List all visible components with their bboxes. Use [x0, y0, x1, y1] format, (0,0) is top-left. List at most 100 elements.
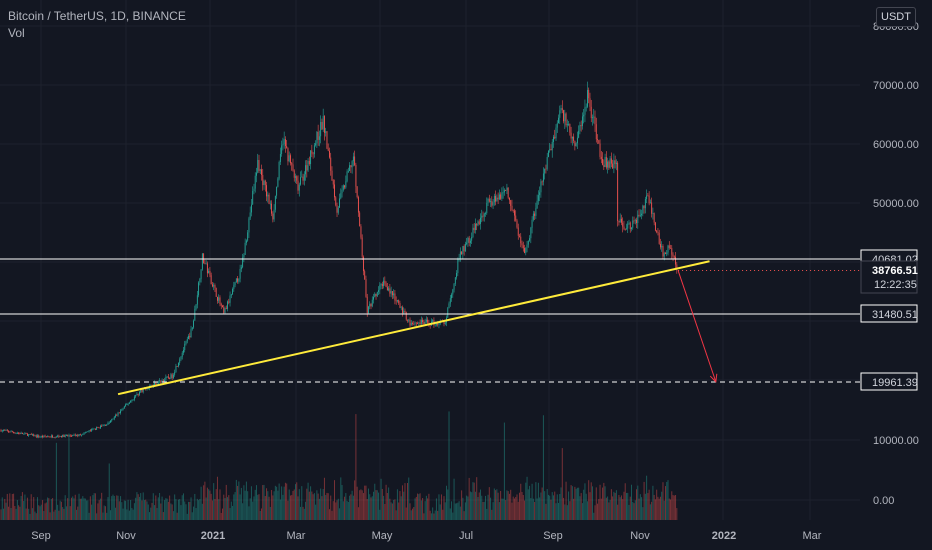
volume-bar	[488, 487, 490, 520]
candle-body	[196, 295, 198, 305]
volume-bar	[391, 503, 393, 520]
volume-bar	[20, 495, 22, 520]
volume-bar	[671, 491, 673, 520]
candle-body	[643, 205, 645, 209]
volume-bar	[442, 509, 444, 520]
volume-bar	[550, 499, 552, 520]
candle-body	[535, 208, 537, 216]
candle-body	[118, 412, 120, 414]
candle-body	[420, 319, 422, 325]
candle-body	[72, 435, 74, 437]
candle-body	[113, 416, 115, 419]
candle-body	[268, 194, 270, 204]
volume-bar	[307, 482, 309, 520]
candle-body	[115, 415, 116, 417]
candle-body	[583, 114, 585, 117]
volume-bar	[293, 489, 295, 520]
candle-body	[646, 195, 648, 200]
volume-bar	[468, 477, 470, 520]
volume-bar	[4, 498, 6, 520]
candle-body	[373, 296, 374, 300]
candle-body	[35, 435, 37, 437]
volume-bar	[381, 488, 383, 520]
volume-bar	[364, 485, 366, 520]
candle-body	[198, 282, 200, 296]
volume-bar	[607, 496, 609, 520]
candle-body	[547, 150, 549, 158]
volume-bar	[26, 497, 28, 520]
volume-bar	[213, 483, 215, 520]
candle-body	[38, 435, 40, 438]
volume-bar	[318, 498, 320, 520]
volume-bar	[361, 490, 363, 520]
candle-body	[59, 436, 61, 437]
volume-bar	[565, 481, 567, 520]
level-label-box	[860, 372, 918, 391]
volume-bar	[673, 495, 675, 520]
candle-body	[92, 428, 94, 430]
candle-body	[108, 422, 110, 424]
volume-bar	[362, 493, 364, 520]
volume-bar	[33, 497, 35, 520]
volume-bar	[245, 481, 247, 520]
candle-body	[483, 213, 485, 217]
drawings[interactable]	[117, 260, 860, 396]
candle-body	[575, 143, 577, 147]
volume-bar	[79, 498, 81, 520]
volume-bar	[64, 495, 66, 520]
volume-bar	[229, 508, 231, 520]
volume-bar	[140, 493, 142, 520]
candle-body	[215, 288, 217, 297]
symbol-title[interactable]: Bitcoin / TetherUS, 1D, BINANCE	[8, 9, 186, 23]
volume-bar	[215, 489, 217, 520]
candle-body	[350, 165, 352, 168]
volume-bar	[150, 507, 152, 520]
candle-body	[220, 304, 222, 306]
candle-body	[464, 243, 466, 252]
candle-body	[542, 173, 544, 182]
candle-body	[5, 429, 7, 431]
candle-body	[292, 164, 294, 171]
volume-bar	[172, 511, 174, 520]
candle-body	[370, 303, 372, 307]
horizontal-levels[interactable]	[0, 258, 860, 383]
candle-body	[563, 110, 564, 122]
candle-body	[3, 430, 4, 431]
volume-bar	[605, 497, 607, 520]
candle-body	[346, 171, 348, 182]
volume-bar	[615, 490, 617, 520]
candle-body	[103, 424, 105, 426]
volume-bar	[563, 497, 565, 520]
candle-body	[233, 285, 235, 289]
candle-body	[617, 162, 619, 222]
volume-bar	[672, 495, 674, 520]
volume-bar	[430, 513, 432, 520]
volume-bar	[294, 484, 296, 520]
volume-bar	[536, 498, 538, 520]
candle-body	[281, 145, 283, 154]
candle-body	[230, 294, 232, 296]
candle-body	[266, 185, 267, 197]
currency-button[interactable]: USDT	[876, 7, 916, 27]
candle-body	[641, 213, 643, 216]
volume-bar	[240, 487, 242, 520]
candle-body	[501, 192, 503, 199]
price-axis[interactable]: 80000.0070000.0060000.0050000.0010000.00…	[860, 21, 919, 507]
candle-body	[579, 125, 581, 131]
volume-bar	[235, 479, 237, 520]
time-axis[interactable]: Sep Nov 2021 Mar May Jul Sep Nov 2022 Mar	[31, 530, 822, 542]
volume-bar	[408, 477, 410, 520]
candle-body	[632, 220, 634, 228]
candle-body	[385, 283, 387, 287]
volume-bar	[662, 482, 664, 520]
volume-bar	[76, 509, 78, 520]
candle-body	[345, 181, 347, 188]
candle-body	[487, 198, 489, 204]
candle-body	[427, 319, 429, 323]
volume-bar	[73, 498, 75, 520]
candle-body	[657, 232, 659, 233]
volume-bar	[636, 489, 638, 520]
volume-label[interactable]: Vol	[8, 26, 25, 40]
candle-body	[335, 197, 337, 206]
